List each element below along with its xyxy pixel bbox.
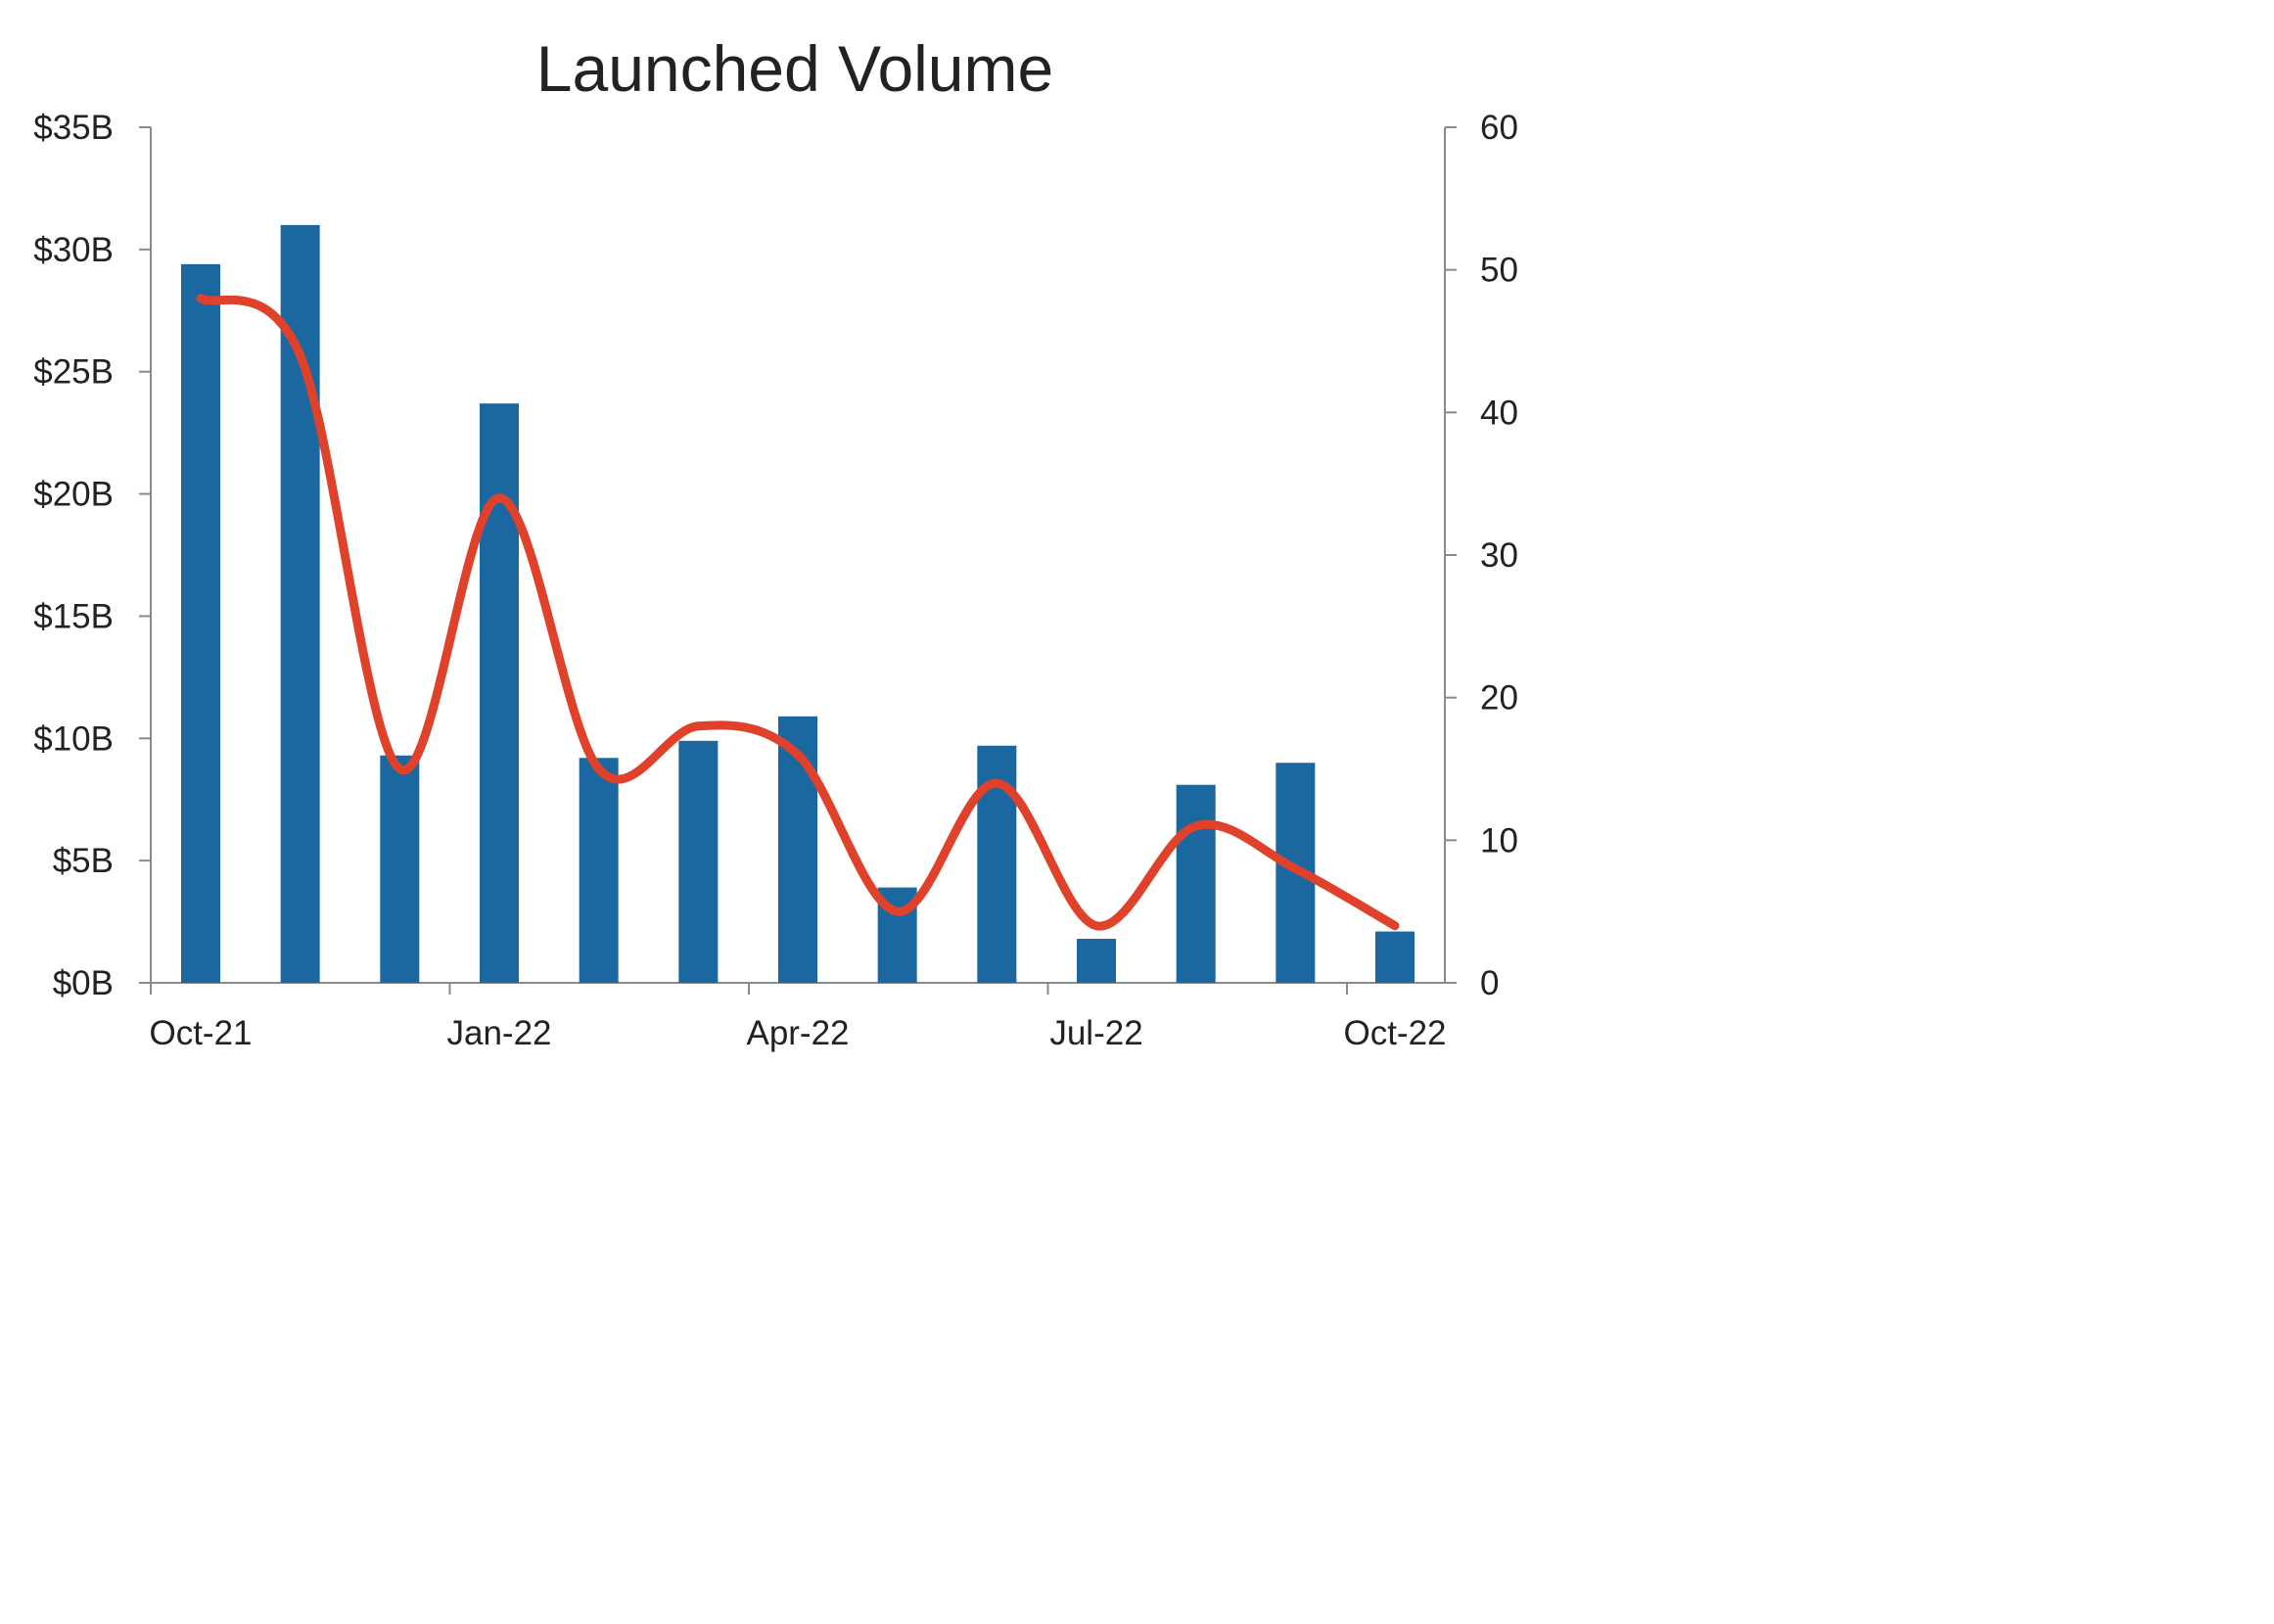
y-axis-right: 0 10 20 30 40 50 60 [1444, 109, 1518, 1002]
y-left-tick-label: $25B [33, 353, 114, 392]
combo-chart: Launched Volume $0B $5B $10B $15B $20B $25B $3… [33, 32, 1518, 1052]
bar-Jul-22 [1077, 939, 1116, 983]
line-path [196, 294, 1400, 931]
bar-series [181, 224, 1415, 984]
line-point-Apr-22 [797, 754, 799, 756]
chart-container: Launched Volume $0B $5B $10B $15B $20B $25B $3… [0, 0, 1535, 1077]
y-left-tick-label: $35B [33, 109, 114, 147]
bar-Mar-22 [678, 740, 719, 983]
x-tick-label: Oct-21 [149, 1014, 252, 1052]
bar-Nov-21 [280, 224, 320, 983]
chart-title: Launched Volume [536, 32, 1053, 105]
y-axis-left: $0B $5B $10B $15B $20B $25B $30B $35B [33, 109, 152, 1002]
bar-Jan-22 [480, 403, 519, 984]
line-point-Mar-22 [697, 725, 699, 727]
y-left-tick-label: $0B [53, 964, 114, 1002]
bar-Oct-21 [181, 263, 220, 984]
bar-Oct-22 [1375, 931, 1415, 983]
y-left-tick-label: $5B [53, 842, 114, 880]
bar-Dec-21 [380, 755, 420, 983]
bar-Aug-22 [1176, 784, 1216, 983]
y-left-tick-label: $10B [33, 719, 114, 758]
line-point-Jun-22 [996, 782, 998, 784]
y-left-tick-label: $15B [33, 597, 114, 635]
x-axis: Oct-21 Jan-22 Apr-22 Jul-22 Oct-22 [149, 982, 1447, 1052]
line-point-Jul-22 [1095, 925, 1097, 927]
line-series [196, 294, 1400, 931]
bar-Feb-22 [579, 758, 619, 983]
line-point-May-22 [897, 910, 899, 912]
line-point-Nov-21 [300, 354, 302, 356]
y-right-tick-label: 20 [1480, 679, 1518, 718]
x-tick-label: Jan-22 [446, 1014, 551, 1052]
y-right-tick-label: 10 [1480, 821, 1518, 859]
y-right-tick-label: 50 [1480, 252, 1518, 290]
x-tick-label: Jul-22 [1049, 1014, 1142, 1052]
line-point-Aug-22 [1195, 825, 1197, 827]
line-point-Feb-22 [598, 768, 600, 769]
line-point-Oct-22 [1394, 925, 1396, 927]
y-right-tick-label: 30 [1480, 536, 1518, 575]
line-point-Oct-21 [200, 298, 202, 300]
line-point-Sep-22 [1294, 867, 1296, 869]
y-right-tick-label: 60 [1480, 109, 1518, 147]
line-point-Jan-22 [498, 497, 500, 499]
line-point-Dec-21 [398, 768, 400, 769]
y-left-tick-label: $30B [33, 231, 114, 269]
x-tick-label: Oct-22 [1343, 1014, 1446, 1052]
x-tick-label: Apr-22 [746, 1014, 849, 1052]
y-right-tick-label: 0 [1480, 964, 1499, 1002]
y-left-tick-label: $20B [33, 476, 114, 514]
y-right-tick-label: 40 [1480, 394, 1518, 432]
